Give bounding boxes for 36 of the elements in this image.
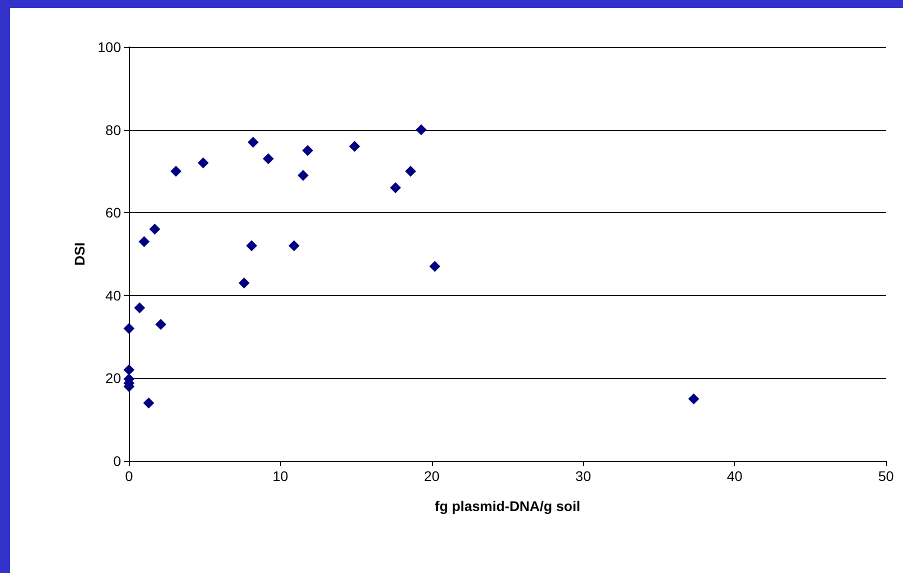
x-axis-title: fg plasmid-DNA/g soil	[434, 498, 580, 514]
point	[143, 398, 154, 409]
x-tick-label: 10	[272, 468, 288, 484]
x-tick-label: 0	[125, 468, 134, 484]
point	[138, 236, 150, 248]
y-tick-label: 20	[105, 370, 122, 386]
y-tick-label: 40	[105, 287, 122, 304]
point	[302, 145, 314, 156]
point	[262, 153, 274, 164]
point	[688, 393, 700, 404]
point	[298, 170, 309, 181]
point	[390, 182, 401, 194]
point	[124, 323, 134, 334]
point	[429, 260, 440, 272]
point	[149, 224, 160, 235]
point	[349, 140, 360, 152]
x-tick-label: 30	[575, 468, 592, 484]
point	[238, 277, 250, 288]
y-axis-title: DSI	[72, 242, 88, 266]
x-tick-label: 40	[726, 468, 743, 484]
point	[155, 318, 166, 330]
point	[416, 124, 427, 136]
x-tick-label: 50	[878, 468, 894, 484]
point	[246, 240, 258, 252]
y-tick-label: 100	[98, 39, 122, 55]
x-tick-label: 20	[424, 468, 440, 484]
point	[288, 240, 300, 252]
point	[198, 157, 209, 168]
point	[124, 364, 134, 376]
y-tick-label: 80	[105, 122, 122, 138]
point	[134, 302, 146, 314]
y-tick-label: 60	[105, 204, 122, 221]
y-tick-label: 0	[113, 453, 122, 469]
point	[405, 166, 416, 177]
point	[248, 136, 259, 148]
point	[170, 166, 182, 177]
